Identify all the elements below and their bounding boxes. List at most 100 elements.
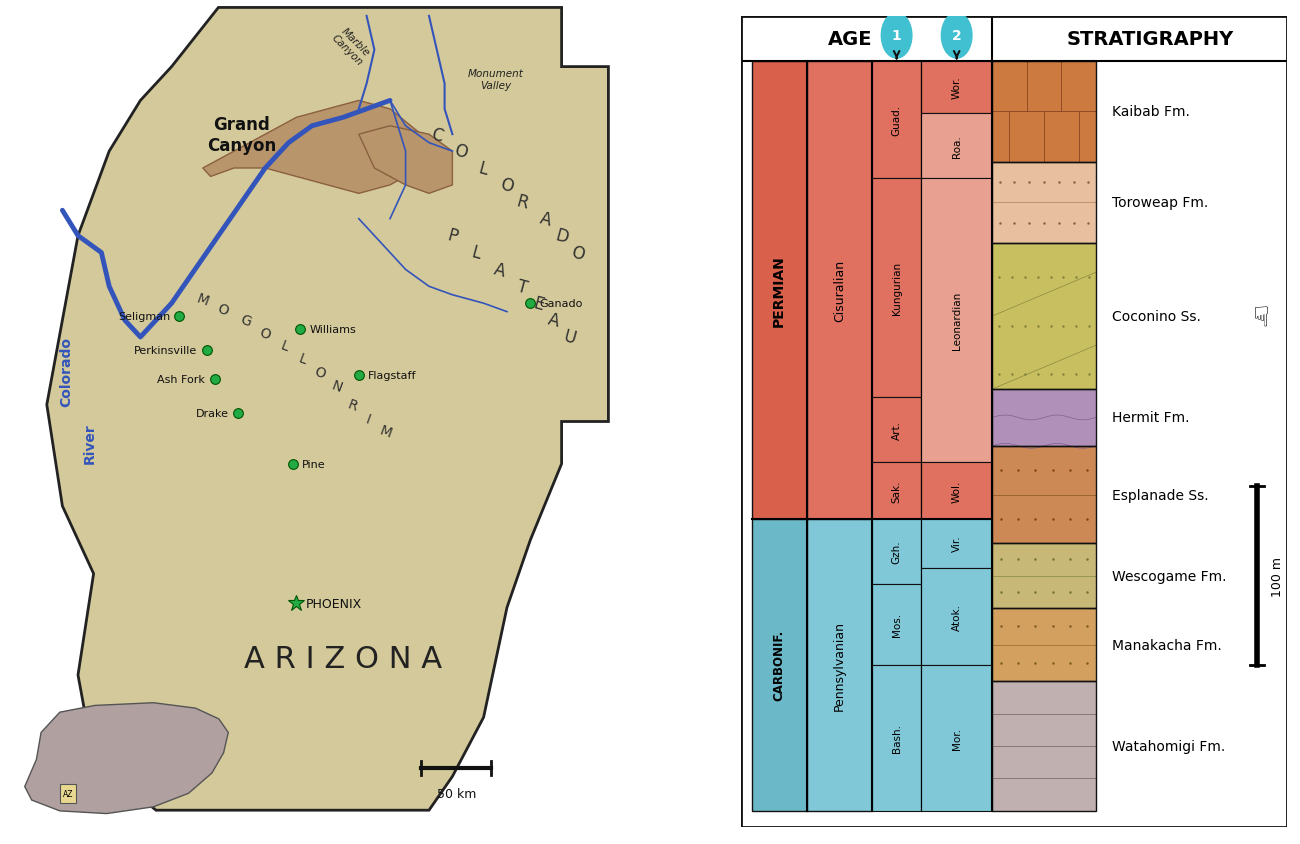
Polygon shape [359, 127, 452, 194]
Text: M: M [195, 291, 211, 308]
Text: A R I Z O N A: A R I Z O N A [244, 644, 442, 673]
Bar [992, 390, 1096, 446]
Text: Wescogame Fm.: Wescogame Fm. [1113, 569, 1227, 583]
Text: Wol.: Wol. [952, 479, 962, 502]
Text: Drake: Drake [195, 408, 229, 419]
Text: Manakacha Fm.: Manakacha Fm. [1113, 638, 1222, 652]
Text: Leonardian: Leonardian [952, 292, 962, 349]
Bar [992, 681, 1096, 811]
Text: Coconino Ss.: Coconino Ss. [1113, 310, 1201, 323]
Bar [872, 519, 922, 584]
Bar [992, 163, 1096, 244]
Text: C: C [429, 125, 445, 145]
Bar [992, 681, 1096, 811]
Bar [992, 446, 1096, 544]
Text: L: L [278, 338, 291, 354]
Text: Kungurian: Kungurian [892, 262, 902, 315]
Bar [992, 609, 1096, 681]
Bar [992, 446, 1096, 544]
Text: M: M [378, 424, 394, 441]
Text: 1: 1 [892, 30, 901, 43]
Bar [992, 544, 1096, 609]
Text: STRATIGRAPHY: STRATIGRAPHY [1067, 30, 1234, 49]
Bar [922, 568, 992, 665]
Text: O: O [312, 365, 328, 381]
Bar [992, 163, 1096, 244]
Bar [872, 463, 922, 519]
Bar [992, 62, 1096, 163]
Text: L: L [469, 243, 482, 263]
Text: Mos.: Mos. [892, 613, 902, 636]
Polygon shape [47, 8, 608, 810]
Text: Pennsylvanian: Pennsylvanian [833, 620, 846, 710]
Bar [992, 390, 1096, 446]
Circle shape [881, 14, 911, 59]
Text: O: O [568, 243, 586, 263]
Text: T: T [515, 277, 530, 297]
Text: Toroweap Fm.: Toroweap Fm. [1113, 197, 1209, 210]
Circle shape [941, 14, 972, 59]
Text: 100 m: 100 m [1270, 556, 1283, 596]
Text: U: U [562, 327, 577, 348]
Polygon shape [203, 101, 421, 194]
Text: N: N [330, 378, 344, 395]
Text: P: P [445, 226, 460, 246]
Text: 50 km: 50 km [437, 787, 476, 799]
Text: Marble
Canyon: Marble Canyon [329, 24, 373, 68]
Text: I: I [364, 412, 372, 427]
Text: O: O [257, 325, 273, 342]
Bar [751, 62, 806, 519]
Bar [806, 62, 872, 519]
Bar [922, 179, 992, 463]
Text: Atok.: Atok. [952, 603, 962, 630]
Text: ☞: ☞ [1243, 304, 1271, 329]
Text: Vir.: Vir. [952, 535, 962, 552]
Text: Guad.: Guad. [892, 105, 902, 136]
Text: Monument
Valley: Monument Valley [468, 69, 523, 91]
Text: A: A [538, 209, 554, 230]
Bar [922, 519, 992, 568]
Bar [922, 463, 992, 519]
Bar [872, 62, 922, 179]
Text: Art.: Art. [892, 420, 902, 440]
Text: Perkinsville: Perkinsville [134, 345, 198, 355]
Text: AGE: AGE [828, 30, 872, 49]
Bar [922, 665, 992, 811]
Polygon shape [25, 703, 229, 814]
Bar [992, 609, 1096, 681]
Text: AZ: AZ [62, 789, 73, 798]
Text: L: L [477, 159, 490, 179]
Text: Gzh.: Gzh. [892, 540, 902, 564]
Text: CARBONIF.: CARBONIF. [772, 630, 785, 701]
Text: E: E [530, 294, 546, 314]
Text: D: D [552, 226, 571, 246]
Text: Hermit Fm.: Hermit Fm. [1113, 411, 1190, 425]
Bar [992, 244, 1096, 390]
Text: Colorado: Colorado [60, 337, 73, 406]
Text: G: G [238, 312, 254, 329]
Bar [992, 244, 1096, 390]
Text: Wor.: Wor. [952, 77, 962, 99]
Text: O: O [451, 142, 469, 162]
Text: Flagstaff: Flagstaff [368, 371, 417, 381]
Text: Watahomigi Fm.: Watahomigi Fm. [1113, 739, 1226, 753]
Text: O: O [214, 301, 230, 318]
Bar [806, 519, 872, 811]
Bar [922, 62, 992, 114]
Text: R: R [346, 397, 360, 414]
Text: Mor.: Mor. [952, 727, 962, 749]
Text: PERMIAN: PERMIAN [772, 255, 786, 326]
Text: L: L [296, 351, 308, 366]
Text: R: R [515, 192, 530, 213]
Text: A: A [491, 260, 507, 280]
Bar [922, 114, 992, 179]
Polygon shape [60, 784, 77, 803]
Text: Seligman: Seligman [118, 311, 170, 322]
Text: 2: 2 [952, 30, 962, 43]
Text: O: O [498, 176, 516, 196]
Text: Grand
Canyon: Grand Canyon [207, 116, 277, 154]
Text: Ash Fork: Ash Fork [157, 375, 205, 385]
Text: PHOENIX: PHOENIX [306, 597, 361, 610]
Text: Ganado: Ganado [540, 299, 584, 309]
Text: Kaibab Fm.: Kaibab Fm. [1113, 106, 1191, 119]
